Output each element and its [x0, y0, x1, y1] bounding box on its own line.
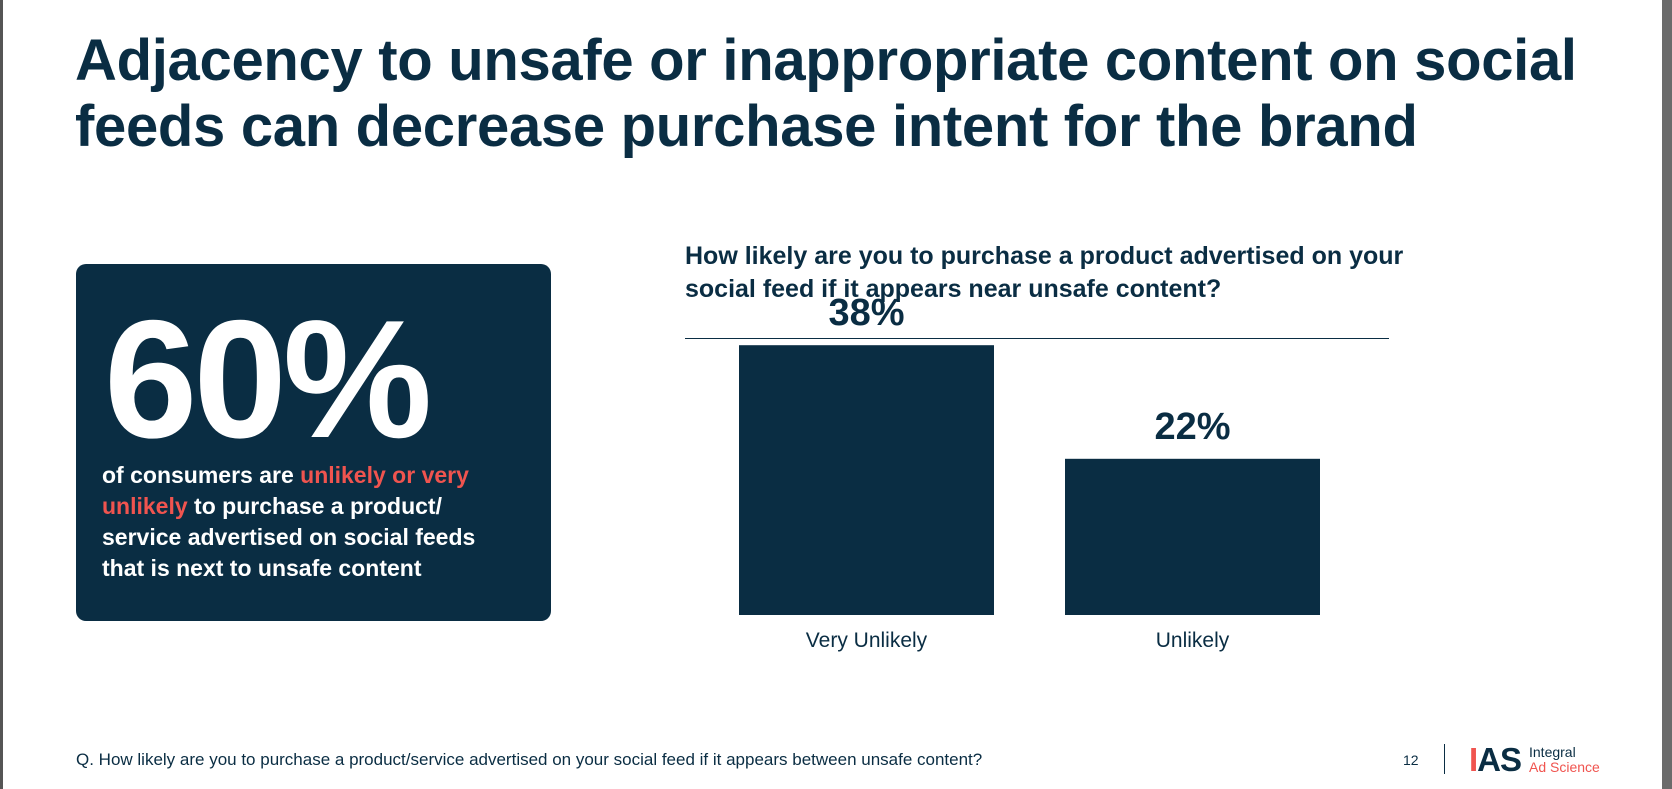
logo-mark: IAS [1469, 741, 1522, 778]
footnote: Q. How likely are you to purchase a prod… [76, 750, 983, 769]
page-number: 12 [1403, 752, 1419, 768]
bar-very-unlikely [739, 345, 994, 615]
chart-title-divider [685, 338, 1389, 339]
window-edge [1662, 0, 1672, 789]
logo-mark-as: AS [1477, 741, 1522, 778]
category-label: Very Unlikely [806, 629, 928, 652]
category-label: Unlikely [1156, 629, 1230, 652]
data-label: 22% [1154, 406, 1230, 448]
stat-desc-before: of consumers are [102, 462, 301, 488]
chart-title: How likely are you to purchase a product… [685, 242, 1404, 303]
logo-text-ad-science: Ad Science [1529, 759, 1600, 775]
stat-desc-highlight: unlikely or very unlikely [102, 462, 469, 519]
stat-description: of consumers are unlikely or very unlike… [102, 460, 522, 584]
logo-mark-i: I [1469, 741, 1478, 778]
stat-value: 60% [104, 285, 432, 473]
stat-callout: 60% of consumers are unlikely or very un… [76, 264, 551, 621]
logo-text-integral: Integral [1529, 744, 1576, 760]
bar-unlikely [1065, 458, 1320, 615]
footer-divider [1444, 744, 1445, 774]
stat-desc-after: to purchase a product/ service advertise… [102, 493, 476, 581]
slide-title: Adjacency to unsafe or inappropriate con… [75, 28, 1577, 159]
